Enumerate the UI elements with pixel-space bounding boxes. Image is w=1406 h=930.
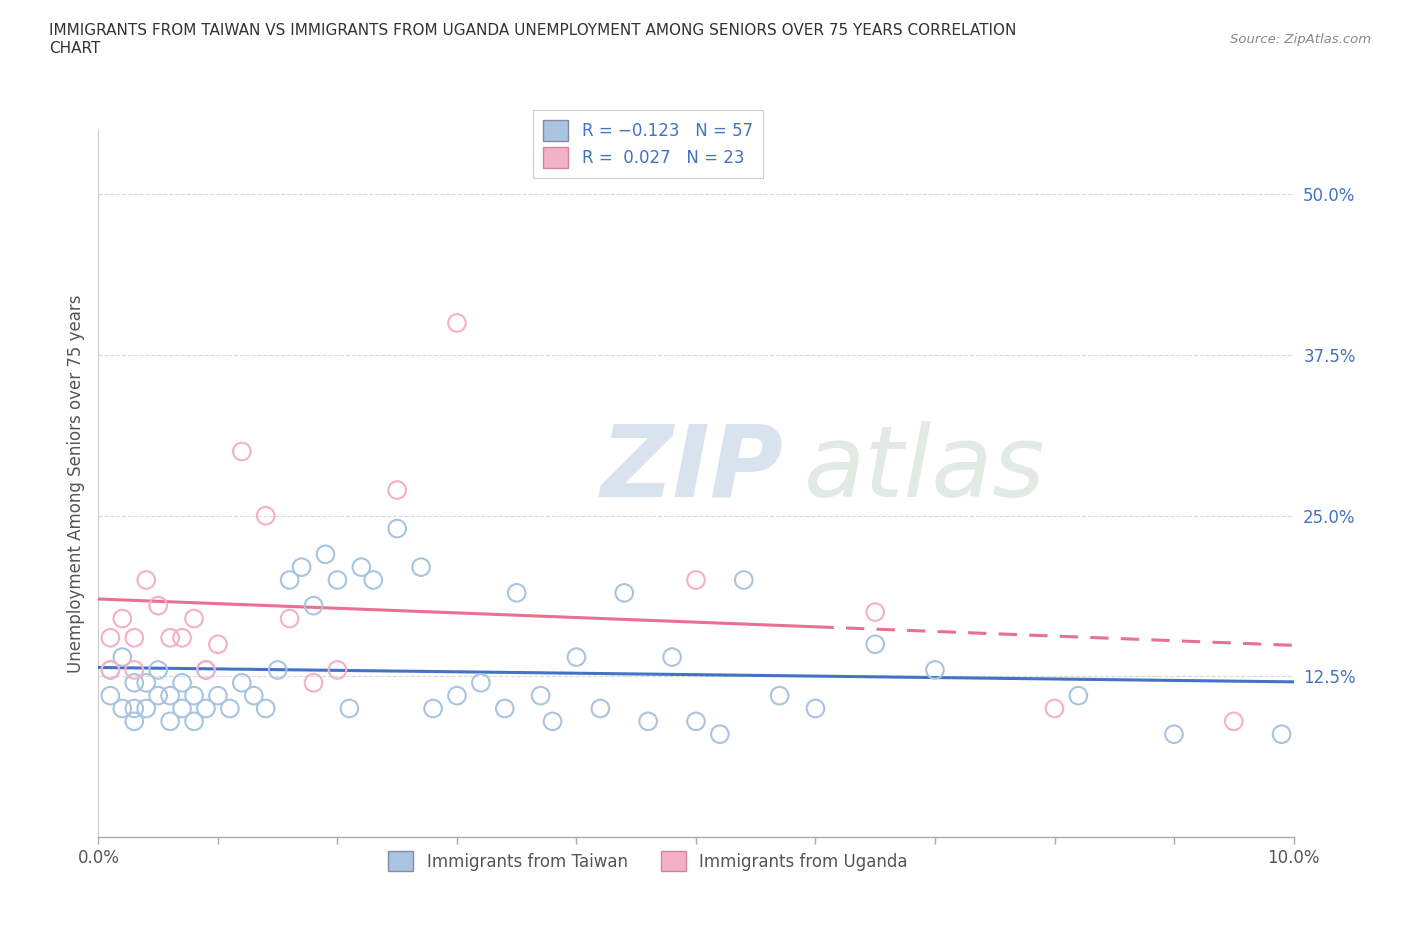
Point: [159, 631, 181, 645]
Text: atlas: atlas: [804, 421, 1045, 518]
Point: [565, 650, 588, 665]
Point: [195, 662, 218, 677]
Point: [315, 547, 337, 562]
Point: [159, 714, 181, 729]
Point: [254, 701, 277, 716]
Text: IMMIGRANTS FROM TAIWAN VS IMMIGRANTS FROM UGANDA UNEMPLOYMENT AMONG SENIORS OVER: IMMIGRANTS FROM TAIWAN VS IMMIGRANTS FRO…: [49, 23, 1017, 56]
Point: [769, 688, 792, 703]
Text: Source: ZipAtlas.com: Source: ZipAtlas.com: [1230, 33, 1371, 46]
Point: [159, 688, 181, 703]
Point: [326, 662, 349, 677]
Y-axis label: Unemployment Among Seniors over 75 years: Unemployment Among Seniors over 75 years: [66, 295, 84, 672]
Point: [135, 701, 157, 716]
Point: [363, 573, 385, 588]
Point: [637, 714, 659, 729]
Point: [1223, 714, 1246, 729]
Point: [98, 688, 122, 703]
Point: [124, 675, 146, 690]
Point: [1067, 688, 1090, 703]
Point: [278, 611, 301, 626]
Point: [135, 675, 157, 690]
Point: [195, 662, 218, 677]
Point: [589, 701, 612, 716]
Point: [530, 688, 553, 703]
Point: [302, 598, 325, 613]
Point: [172, 631, 194, 645]
Point: [124, 714, 146, 729]
Point: [183, 611, 205, 626]
Legend: Immigrants from Taiwan, Immigrants from Uganda: Immigrants from Taiwan, Immigrants from …: [382, 844, 914, 878]
Point: [278, 573, 301, 588]
Point: [98, 662, 122, 677]
Point: [422, 701, 444, 716]
Point: [98, 631, 122, 645]
Point: [494, 701, 516, 716]
Point: [98, 662, 122, 677]
Point: [291, 560, 314, 575]
Point: [243, 688, 266, 703]
Point: [411, 560, 433, 575]
Point: [685, 714, 707, 729]
Point: [207, 688, 229, 703]
Point: [267, 662, 290, 677]
Point: [385, 521, 409, 536]
Point: [183, 688, 205, 703]
Point: [865, 604, 887, 619]
Point: [172, 701, 194, 716]
Point: [183, 714, 205, 729]
Point: [446, 688, 468, 703]
Point: [385, 483, 409, 498]
Point: [148, 662, 170, 677]
Point: [339, 701, 361, 716]
Point: [254, 509, 277, 524]
Point: [865, 637, 887, 652]
Point: [1271, 726, 1294, 741]
Point: [135, 573, 157, 588]
Point: [111, 701, 134, 716]
Point: [733, 573, 755, 588]
Point: [302, 675, 325, 690]
Point: [111, 650, 134, 665]
Point: [219, 701, 242, 716]
Point: [661, 650, 683, 665]
Point: [804, 701, 827, 716]
Point: [148, 598, 170, 613]
Point: [1043, 701, 1066, 716]
Point: [231, 444, 253, 458]
Point: [446, 315, 468, 330]
Point: [124, 631, 146, 645]
Point: [506, 585, 529, 600]
Text: ZIP: ZIP: [600, 421, 783, 518]
Point: [350, 560, 373, 575]
Point: [124, 662, 146, 677]
Point: [172, 675, 194, 690]
Point: [207, 637, 229, 652]
Point: [111, 611, 134, 626]
Point: [124, 701, 146, 716]
Point: [195, 701, 218, 716]
Point: [613, 585, 636, 600]
Point: [470, 675, 492, 690]
Point: [685, 573, 707, 588]
Point: [924, 662, 946, 677]
Point: [709, 726, 731, 741]
Point: [541, 714, 564, 729]
Point: [326, 573, 349, 588]
Point: [148, 688, 170, 703]
Point: [231, 675, 253, 690]
Point: [1163, 726, 1185, 741]
